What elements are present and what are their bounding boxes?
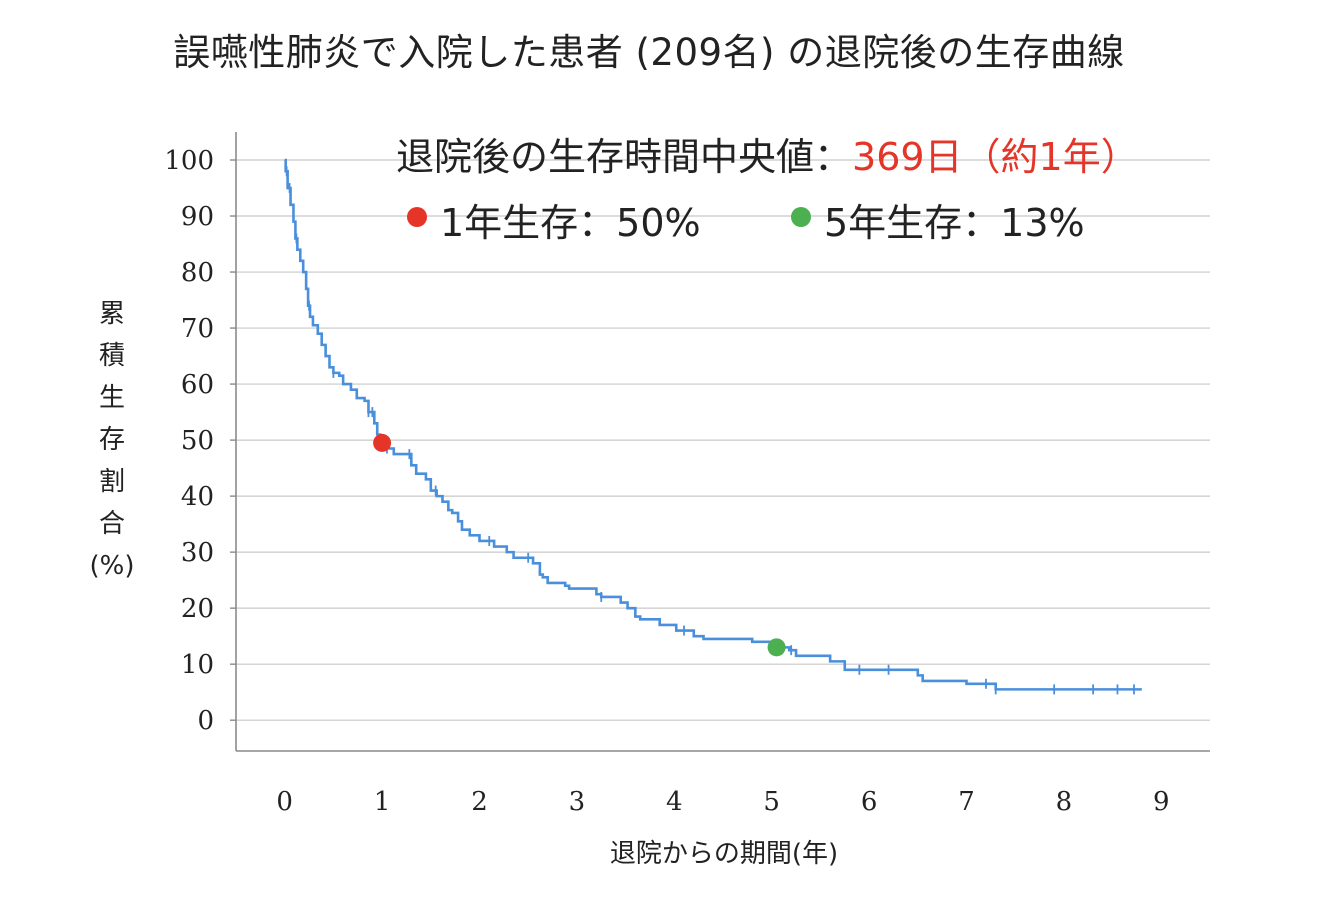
x-tick-labels: 0 1 2 3 4 5 6 7 8 9 (276, 787, 1169, 817)
series-layer (284, 158, 1142, 695)
markers-layer (373, 433, 786, 657)
median-annotation: 退院後の生存時間中央値：369日（約1年） (396, 135, 1139, 179)
x-tick-label-8: 8 (1056, 787, 1073, 817)
x-tick-label-9: 9 (1153, 787, 1170, 817)
x-tick-label-4: 4 (666, 787, 683, 817)
y-axis-title-char-5: 合 (99, 509, 125, 539)
median-label: 退院後の生存時間中央値： (396, 135, 852, 179)
y-tick-label-20: 20 (181, 594, 214, 624)
chart-title: 誤嚥性肺炎で入院した患者 (209名) の退院後の生存曲線 (173, 31, 1125, 74)
y-tick-label-0: 0 (197, 706, 214, 736)
x-tick-label-6: 6 (861, 787, 878, 817)
five-year-survival-label: 5年生存：13% (824, 201, 1085, 245)
y-axis-title-char-0: 累 (99, 299, 125, 329)
y-axis-title-char-4: 割 (99, 467, 125, 497)
x-tick-label-0: 0 (276, 787, 293, 817)
y-tick-label-30: 30 (181, 538, 214, 568)
y-axis-title-char-2: 生 (99, 383, 125, 413)
five-year-marker (767, 638, 786, 657)
annotation-box: 退院後の生存時間中央値：369日（約1年） 1年生存：50% 5年生存：13% (396, 135, 1139, 245)
median-value: 369日（約1年） (852, 135, 1139, 179)
y-tick-label-90: 90 (181, 202, 214, 232)
y-tick-label-60: 60 (181, 370, 214, 400)
y-tick-labels: 0 10 20 30 40 50 60 70 80 90 100 (164, 146, 214, 736)
x-tick-label-2: 2 (471, 787, 488, 817)
y-axis-title-char-1: 積 (99, 341, 125, 371)
x-axis-title: 退院からの期間(年) (610, 839, 838, 869)
survival-curve-0 (284, 158, 1142, 691)
one-year-survival-label: 1年生存：50% (440, 201, 701, 245)
y-tick-label-70: 70 (181, 314, 214, 344)
gridlines (236, 159, 1210, 721)
x-tick-label-3: 3 (569, 787, 586, 817)
y-tick-label-80: 80 (181, 258, 214, 288)
x-tick-label-7: 7 (958, 787, 975, 817)
y-tick-label-100: 100 (164, 146, 214, 176)
y-tick-label-50: 50 (181, 426, 214, 456)
y-axis-title-char-3: 存 (99, 425, 125, 455)
y-tick-label-40: 40 (181, 482, 214, 512)
y-axis-title-char-6: (%) (90, 551, 135, 581)
y-tick-label-10: 10 (181, 650, 214, 680)
five-year-legend-dot (791, 207, 811, 227)
one-year-legend-dot (407, 207, 427, 227)
x-tick-label-1: 1 (374, 787, 391, 817)
x-tick-label-5: 5 (763, 787, 780, 817)
one-year-marker (373, 433, 392, 452)
axes (230, 132, 1210, 752)
